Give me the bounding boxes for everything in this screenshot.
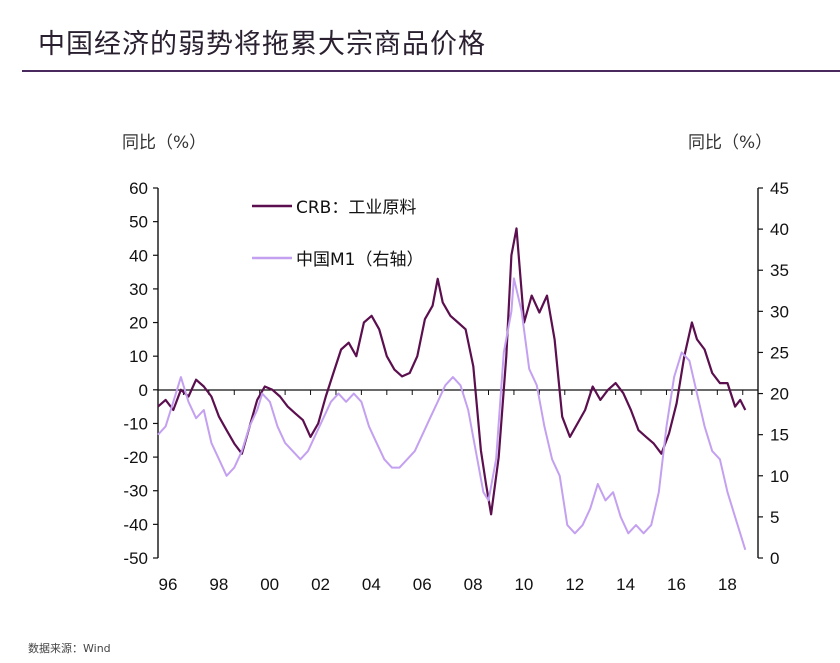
left-tick-label: 40 xyxy=(129,246,148,265)
x-tick-label: 08 xyxy=(464,575,483,594)
data-source: 数据来源：Wind xyxy=(28,642,111,655)
left-tick-label: 60 xyxy=(129,179,148,198)
right-tick-label: 15 xyxy=(770,426,789,445)
right-axis-unit: 同比（%） xyxy=(688,133,773,153)
chart-title: 中国经济的弱势将拖累大宗商品价格 xyxy=(38,29,486,60)
series-line-crb xyxy=(157,227,747,516)
title-rule xyxy=(22,70,840,72)
left-axis-unit: 同比（%） xyxy=(122,133,207,153)
left-tick-label: -30 xyxy=(123,482,148,501)
left-tick-label: 20 xyxy=(129,314,148,333)
x-tick-label: 04 xyxy=(362,575,381,594)
left-tick-label: 0 xyxy=(139,381,148,400)
series-line-m1 xyxy=(157,277,747,551)
x-tick-label: 18 xyxy=(718,575,737,594)
x-tick-label: 00 xyxy=(260,575,279,594)
left-tick-label: -20 xyxy=(123,448,148,467)
right-tick-label: 45 xyxy=(770,179,789,198)
x-tick-label: 06 xyxy=(413,575,432,594)
left-tick-label: -40 xyxy=(123,515,148,534)
left-tick-label: -10 xyxy=(123,414,148,433)
x-tick-label: 98 xyxy=(209,575,228,594)
right-tick-label: 0 xyxy=(770,549,779,568)
right-tick-label: 25 xyxy=(770,343,789,362)
x-tick-label: 12 xyxy=(565,575,584,594)
right-tick-label: 10 xyxy=(770,467,789,486)
right-tick-label: 40 xyxy=(770,220,789,239)
left-tick-label: 50 xyxy=(129,213,148,232)
legend-label: CRB：工业原料 xyxy=(296,198,416,218)
x-tick-label: 02 xyxy=(311,575,330,594)
right-tick-label: 35 xyxy=(770,261,789,280)
x-tick-label: 96 xyxy=(159,575,178,594)
legend-label: 中国M1（右轴） xyxy=(296,250,423,270)
right-tick-label: 5 xyxy=(770,508,779,527)
x-tick-label: 16 xyxy=(667,575,686,594)
x-tick-label: 10 xyxy=(514,575,533,594)
right-tick-label: 20 xyxy=(770,385,789,404)
x-tick-label: 14 xyxy=(616,575,635,594)
left-tick-label: 10 xyxy=(129,347,148,366)
right-tick-label: 30 xyxy=(770,302,789,321)
left-tick-label: -50 xyxy=(123,549,148,568)
left-tick-label: 30 xyxy=(129,280,148,299)
